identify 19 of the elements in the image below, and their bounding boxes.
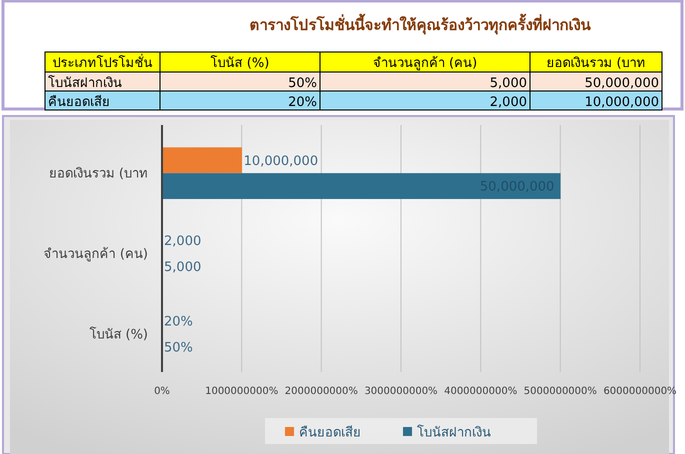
x-tick-label: 0% bbox=[154, 386, 170, 397]
y-tick-label: จำนวนลูกค้า (คน) bbox=[44, 247, 148, 262]
data-label: 10,000,000 bbox=[244, 154, 318, 169]
data-label: 2,000 bbox=[164, 234, 202, 250]
legend-label: โบนัสฝากเงิน bbox=[417, 424, 491, 441]
data-label: 20% bbox=[164, 314, 193, 330]
data-table: ประเภทโปรโมชั่น โบนัส (%) จำนวนลูกค้า (คน) ยอดเงินรวม (บาท โบนัสฝากเงิน 50% 5,000 50,000,000 คืนยอดเสีย 20% 2,000 10,000,000 bbox=[44, 52, 662, 110]
x-tick-label: 1000000000% bbox=[205, 386, 278, 397]
x-tick-label: 4000000000% bbox=[444, 386, 518, 397]
x-tick-label: 2000000000% bbox=[284, 386, 358, 397]
data-label: 50% bbox=[164, 340, 193, 356]
data-label: 5,000 bbox=[164, 260, 202, 275]
y-tick-label: โบนัส (%) bbox=[89, 326, 148, 342]
x-tick-label: 3000000000% bbox=[364, 386, 438, 397]
x-tick-label: 5000000000% bbox=[524, 386, 597, 397]
chart-title: ตารางโปรโมชั่นนี้จะทำให้คุณร้องว้าวทุกครั้งที่ฝากเงิน bbox=[250, 13, 592, 35]
legend-label: คืนยอดเสีย bbox=[299, 424, 361, 441]
x-tick-label: 6000000000% bbox=[603, 386, 677, 397]
y-tick-label: ยอดเงินรวม (บาท bbox=[48, 166, 148, 182]
